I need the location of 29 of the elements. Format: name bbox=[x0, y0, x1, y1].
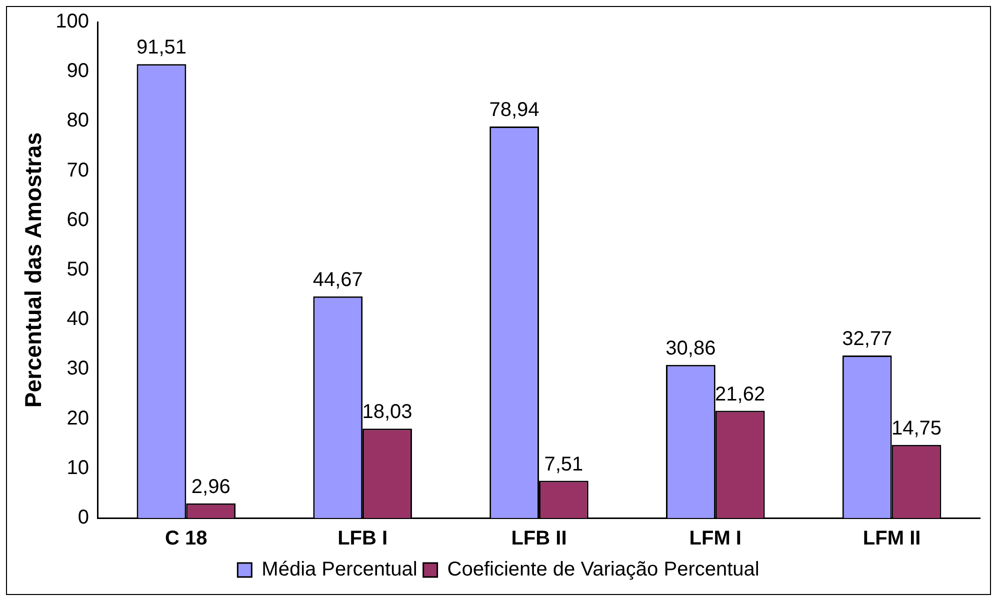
data-label: 44,67 bbox=[312, 268, 363, 291]
data-label: 18,03 bbox=[362, 401, 412, 424]
y-tick-label: 100 bbox=[56, 10, 89, 33]
y-tick-label: 70 bbox=[66, 159, 89, 182]
y-tick-label: 30 bbox=[66, 358, 89, 380]
y-tick-label: 50 bbox=[66, 258, 89, 281]
x-tick-label: LFM I bbox=[689, 528, 742, 550]
y-tick-label: 0 bbox=[78, 506, 89, 529]
data-label: 91,51 bbox=[136, 36, 187, 59]
x-tick-label: LFB II bbox=[511, 528, 567, 550]
y-tick-label: 40 bbox=[66, 308, 89, 330]
y-tick-label: 60 bbox=[66, 208, 89, 231]
data-label: 21,62 bbox=[715, 383, 766, 406]
data-label: 2,96 bbox=[191, 476, 230, 498]
y-tick-label: 80 bbox=[66, 110, 89, 132]
y-tick-label: 10 bbox=[66, 456, 89, 479]
legend-label: Média Percentual bbox=[262, 558, 418, 581]
y-axis-title: Percentual das Amostras bbox=[20, 132, 46, 408]
y-tick-label: 20 bbox=[66, 407, 89, 430]
x-tick-label: C 18 bbox=[165, 528, 208, 550]
data-label: 7,51 bbox=[544, 453, 584, 476]
data-label: 14,75 bbox=[891, 417, 942, 440]
y-tick-label: 90 bbox=[66, 60, 89, 82]
data-label: 32,77 bbox=[842, 328, 892, 350]
data-label: 30,86 bbox=[666, 337, 716, 360]
data-label: 78,94 bbox=[489, 98, 540, 121]
x-tick-label: LFM II bbox=[862, 528, 921, 550]
x-tick-label: LFB I bbox=[338, 528, 388, 550]
legend-label: Coeficiente de Variação Percentual bbox=[447, 558, 760, 581]
